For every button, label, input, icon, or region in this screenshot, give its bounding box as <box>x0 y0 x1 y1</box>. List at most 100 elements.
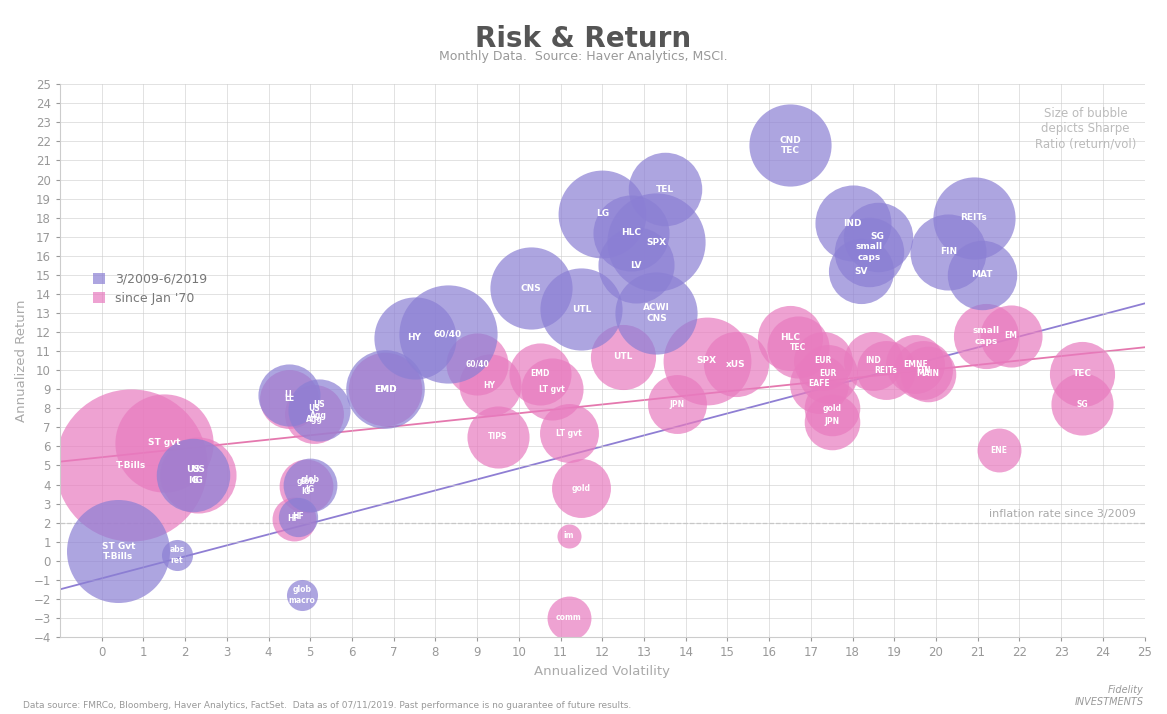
Point <box>572 303 591 315</box>
Text: IND: IND <box>844 219 861 228</box>
Text: REITs: REITs <box>874 366 897 375</box>
Text: JPN: JPN <box>824 417 839 426</box>
Text: EMD: EMD <box>530 369 550 378</box>
Text: SPX: SPX <box>647 238 666 247</box>
Text: FIN: FIN <box>916 366 931 375</box>
Point <box>622 227 641 238</box>
Point <box>977 330 995 341</box>
Point <box>376 383 394 395</box>
Text: LT gvt: LT gvt <box>555 428 582 438</box>
Text: MAIN: MAIN <box>916 369 939 378</box>
Text: Monthly Data.  Source: Haver Analytics, MSCI.: Monthly Data. Source: Haver Analytics, M… <box>439 50 728 63</box>
Text: ST Gvt
T-Bills: ST Gvt T-Bills <box>102 541 135 561</box>
Text: Fidelity
INVESTMENTS: Fidelity INVESTMENTS <box>1075 685 1144 707</box>
Text: small
caps: small caps <box>855 242 882 262</box>
Text: EUR: EUR <box>815 356 832 365</box>
Point <box>280 393 299 404</box>
Point <box>697 355 715 366</box>
Text: SG: SG <box>1076 400 1088 409</box>
Point <box>309 404 328 416</box>
Point <box>668 398 686 410</box>
Point <box>522 283 540 294</box>
Point <box>593 208 612 220</box>
Text: 60/40: 60/40 <box>434 329 462 338</box>
Point <box>906 358 924 370</box>
Text: HLC: HLC <box>622 228 642 238</box>
Point <box>543 383 561 395</box>
Point <box>627 260 645 271</box>
Text: Risk & Return: Risk & Return <box>475 25 692 53</box>
Point <box>648 307 666 318</box>
Text: gold: gold <box>823 404 841 413</box>
Point <box>468 358 487 370</box>
Point <box>109 545 127 557</box>
Text: im: im <box>564 531 574 540</box>
Point <box>823 416 841 428</box>
Text: HF: HF <box>292 513 303 521</box>
Text: xUS: xUS <box>726 360 746 369</box>
Point <box>860 246 879 258</box>
Text: LG: LG <box>595 209 609 218</box>
Point <box>815 355 833 366</box>
Text: IND: IND <box>866 356 881 365</box>
Point <box>184 469 203 481</box>
Point <box>1072 398 1091 410</box>
Point <box>656 183 675 195</box>
Point <box>614 351 633 363</box>
Text: SV: SV <box>854 266 867 276</box>
Text: EUR: EUR <box>819 369 837 378</box>
Text: abs
ret: abs ret <box>169 545 184 565</box>
Text: CND
TEC: CND TEC <box>780 136 801 155</box>
Text: ST gvt: ST gvt <box>148 438 181 447</box>
Point <box>280 389 299 401</box>
Text: LT gvt: LT gvt <box>539 385 565 393</box>
Point <box>1072 368 1091 380</box>
Text: HF: HF <box>288 514 300 523</box>
Text: EMNE: EMNE <box>903 360 928 369</box>
Point <box>439 328 457 340</box>
Text: LL: LL <box>285 394 294 403</box>
Point <box>844 218 862 229</box>
Text: comm: comm <box>555 613 582 623</box>
Point <box>818 368 837 380</box>
Text: SPX: SPX <box>697 356 717 365</box>
Text: Size of bubble
depicts Sharpe
Ratio (return/vol): Size of bubble depicts Sharpe Ratio (ret… <box>1035 107 1137 150</box>
Text: ACWI
CNS: ACWI CNS <box>643 303 670 323</box>
Text: HY: HY <box>483 381 496 390</box>
Point <box>964 212 983 223</box>
Point <box>559 428 578 439</box>
Text: EMD: EMD <box>375 385 397 393</box>
Point <box>918 368 937 380</box>
Point <box>810 378 829 389</box>
Point <box>489 431 508 443</box>
Text: US
Agg: US Agg <box>306 404 323 423</box>
Text: inflation rate since 3/2009: inflation rate since 3/2009 <box>990 509 1137 519</box>
Text: Data source: FMRCo, Bloomberg, Haver Analytics, FactSet.  Data as of 07/11/2019.: Data source: FMRCo, Bloomberg, Haver Ana… <box>23 701 631 710</box>
Text: US
IG: US IG <box>187 466 201 485</box>
Point <box>789 341 808 353</box>
Point <box>823 403 841 414</box>
Text: MAT: MAT <box>971 271 993 279</box>
Text: EM: EM <box>1005 331 1018 341</box>
Text: REITs: REITs <box>960 213 987 222</box>
Text: gold: gold <box>572 484 591 493</box>
X-axis label: Annualized Volatility: Annualized Volatility <box>534 665 670 678</box>
Point <box>876 364 895 376</box>
Point <box>121 460 140 471</box>
Y-axis label: Annualized Return: Annualized Return <box>15 299 28 422</box>
Point <box>296 481 315 492</box>
Text: TIPS: TIPS <box>488 433 508 441</box>
Point <box>864 355 882 366</box>
Legend: 3/2009-6/2019, since Jan '70: 3/2009-6/2019, since Jan '70 <box>88 267 212 310</box>
Point <box>285 513 303 525</box>
Point <box>852 266 871 277</box>
Point <box>405 332 424 343</box>
Point <box>167 549 186 560</box>
Point <box>726 358 745 370</box>
Point <box>288 511 307 523</box>
Text: glob
IG: glob IG <box>301 475 320 494</box>
Point <box>781 139 799 151</box>
Point <box>481 380 499 391</box>
Text: UTL: UTL <box>614 352 633 361</box>
Text: CNS: CNS <box>520 283 541 293</box>
